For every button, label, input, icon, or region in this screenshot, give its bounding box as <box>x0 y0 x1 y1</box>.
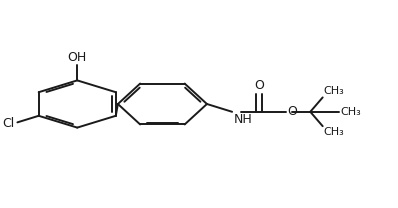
Text: NH: NH <box>233 113 252 126</box>
Text: Cl: Cl <box>2 117 15 130</box>
Text: OH: OH <box>68 51 87 64</box>
Text: O: O <box>287 105 297 118</box>
Text: CH₃: CH₃ <box>324 86 345 96</box>
Text: CH₃: CH₃ <box>324 127 345 137</box>
Text: CH₃: CH₃ <box>340 107 361 117</box>
Text: O: O <box>254 79 264 92</box>
